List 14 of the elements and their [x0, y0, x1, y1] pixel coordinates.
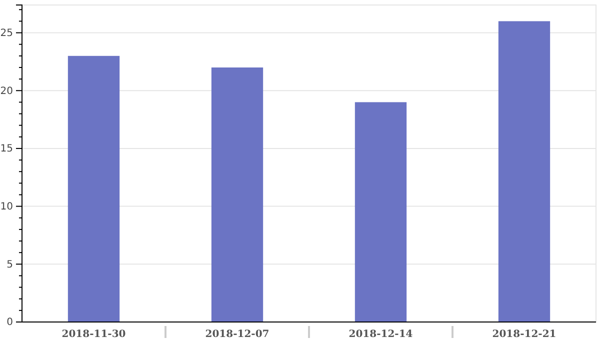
- y-tick-label: 0: [6, 317, 13, 328]
- y-tick-label: 20: [0, 86, 13, 97]
- bar: [498, 21, 550, 322]
- x-tick-label: 2018-12-07: [205, 329, 270, 340]
- bar: [211, 67, 264, 322]
- y-tick-label: 10: [0, 202, 13, 213]
- x-tick-label: 2018-12-14: [348, 329, 413, 340]
- bar: [354, 102, 407, 322]
- bar: [68, 56, 120, 322]
- x-tick-label: 2018-12-21: [492, 329, 556, 340]
- y-tick-label: 25: [0, 28, 13, 39]
- y-tick-label: 15: [0, 144, 13, 155]
- y-tick-label: 5: [6, 259, 13, 270]
- x-tick-label: 2018-11-30: [62, 329, 126, 340]
